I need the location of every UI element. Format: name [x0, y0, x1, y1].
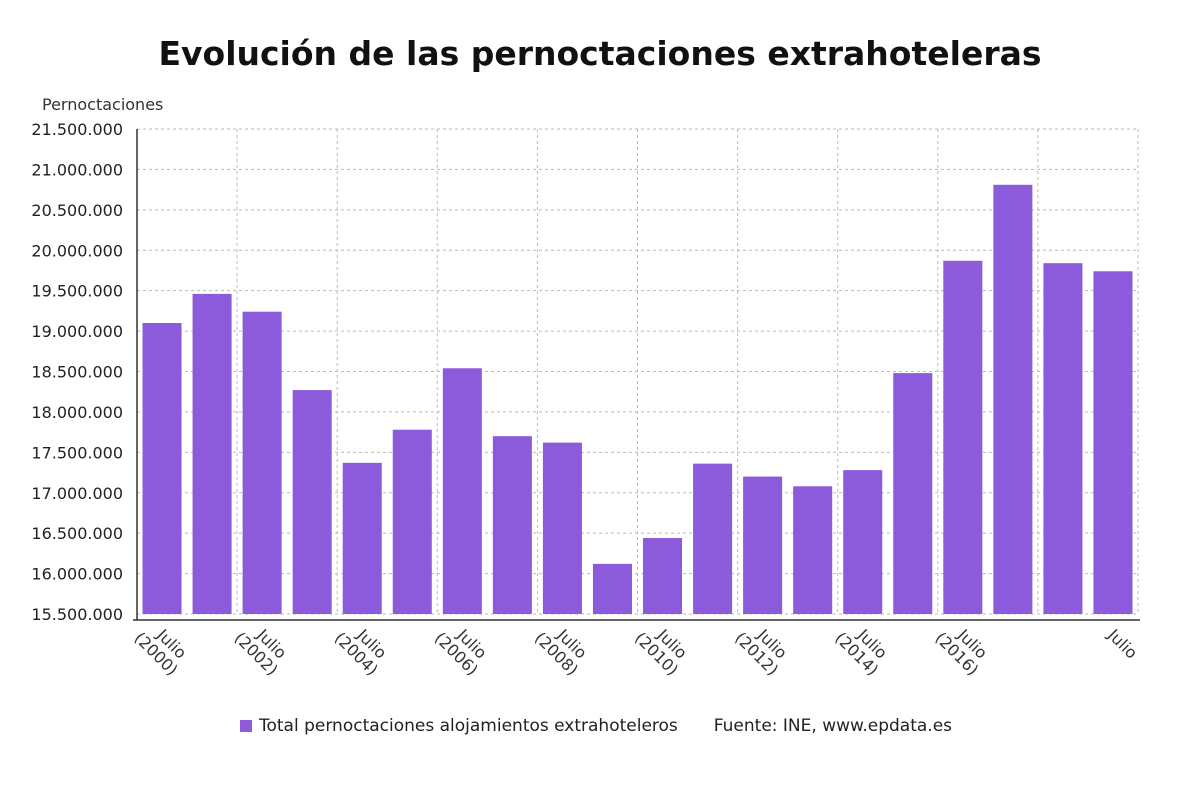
y-tick-label: 18.500.000	[31, 363, 123, 382]
legend-swatch	[240, 720, 252, 732]
y-tick-label: 21.000.000	[31, 160, 123, 179]
bar	[993, 184, 1033, 614]
bar	[292, 390, 332, 614]
bar	[542, 442, 582, 614]
x-tick-label: Julio(2000)	[131, 615, 195, 679]
bar	[1043, 263, 1083, 614]
y-tick-label: 18.000.000	[31, 403, 123, 422]
bar	[843, 470, 883, 614]
bar	[142, 323, 182, 614]
x-tick-label: Julio(2012)	[731, 615, 795, 679]
source-note: Fuente: INE, www.epdata.es	[713, 716, 953, 736]
x-tick-label: Julio(2014)	[831, 615, 895, 679]
bar	[1093, 271, 1133, 614]
bar	[693, 463, 733, 614]
bar	[943, 260, 983, 614]
y-tick-label: 20.500.000	[31, 201, 123, 220]
y-axis-label: Pernoctaciones	[42, 95, 163, 114]
bar	[793, 486, 833, 614]
bar	[192, 293, 232, 614]
x-tick-label: Julio(2002)	[231, 615, 295, 679]
y-tick-label: 15.500.000	[31, 605, 123, 624]
bar	[743, 476, 783, 614]
y-tick-label: 16.500.000	[31, 524, 123, 543]
legend: Total pernoctaciones alojamientos extrah…	[240, 714, 952, 738]
bar	[893, 373, 933, 614]
bar	[392, 429, 432, 614]
bar	[592, 563, 632, 614]
x-tick-label: Julio(2010)	[631, 615, 695, 679]
x-tick-label: Julio(2008)	[531, 615, 595, 679]
y-tick-label: 17.500.000	[31, 443, 123, 462]
y-tick-label: 20.000.000	[31, 241, 123, 260]
y-tick-label: 19.000.000	[31, 322, 123, 341]
x-tick-label: Julio(2016)	[931, 615, 995, 679]
legend-label: Total pernoctaciones alojamientos extrah…	[259, 716, 678, 736]
bar	[643, 538, 683, 614]
bar	[342, 462, 382, 614]
chart-title: Evolución de las pernoctaciones extrahot…	[158, 34, 1042, 73]
x-tick-label: Julio(2004)	[331, 615, 395, 679]
y-tick-label: 17.000.000	[31, 484, 123, 503]
y-tick-label: 16.000.000	[31, 565, 123, 584]
bar	[492, 436, 532, 614]
x-tick-label: Julio	[1103, 625, 1141, 663]
y-tick-label: 21.500.000	[31, 120, 123, 139]
bar	[442, 368, 482, 614]
x-tick-label: Julio(2006)	[431, 615, 495, 679]
y-tick-label: 19.500.000	[31, 282, 123, 301]
bar	[242, 311, 282, 614]
